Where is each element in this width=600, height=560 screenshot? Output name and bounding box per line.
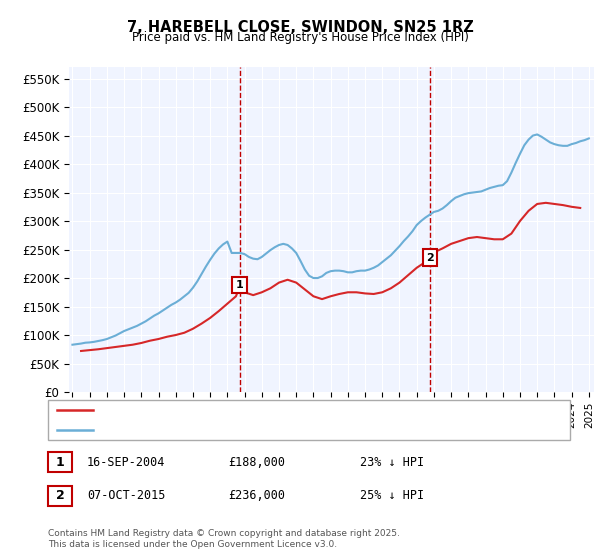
Text: £236,000: £236,000	[228, 489, 285, 502]
Text: Price paid vs. HM Land Registry's House Price Index (HPI): Price paid vs. HM Land Registry's House …	[131, 31, 469, 44]
Text: 07-OCT-2015: 07-OCT-2015	[87, 489, 166, 502]
Text: Contains HM Land Registry data © Crown copyright and database right 2025.
This d: Contains HM Land Registry data © Crown c…	[48, 529, 400, 549]
Text: £188,000: £188,000	[228, 455, 285, 469]
Text: 2: 2	[56, 489, 64, 502]
Text: 1: 1	[236, 280, 244, 290]
Text: 25% ↓ HPI: 25% ↓ HPI	[360, 489, 424, 502]
Text: HPI: Average price, detached house, Swindon: HPI: Average price, detached house, Swin…	[99, 425, 336, 435]
Text: 7, HAREBELL CLOSE, SWINDON, SN25 1RZ: 7, HAREBELL CLOSE, SWINDON, SN25 1RZ	[127, 20, 473, 35]
Text: 7, HAREBELL CLOSE, SWINDON, SN25 1RZ (detached house): 7, HAREBELL CLOSE, SWINDON, SN25 1RZ (de…	[99, 405, 415, 415]
Text: 16-SEP-2004: 16-SEP-2004	[87, 455, 166, 469]
Text: 2: 2	[426, 253, 434, 263]
Text: 23% ↓ HPI: 23% ↓ HPI	[360, 455, 424, 469]
Text: 1: 1	[56, 455, 64, 469]
